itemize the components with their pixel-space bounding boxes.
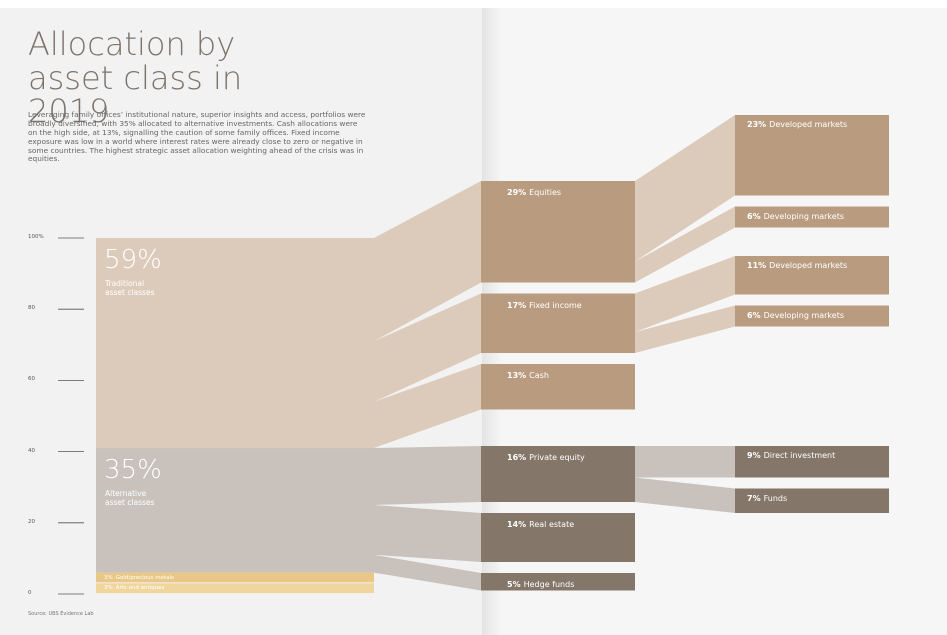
node — [735, 206, 889, 228]
y-tick-label: 60 — [28, 376, 35, 383]
group-value-label: 35% — [104, 455, 162, 486]
node-value-label: 23% — [747, 120, 767, 129]
link — [635, 446, 735, 478]
node-name: Real estate — [529, 520, 575, 529]
y-tick-label: 40 — [28, 447, 35, 454]
node-value-label: 7% — [747, 493, 761, 503]
node-name: Developed markets — [769, 261, 848, 270]
node — [735, 115, 889, 196]
node — [735, 446, 889, 478]
node-value-label: 13% — [507, 371, 527, 380]
bar-segment — [96, 572, 374, 583]
group-name: Traditional asset classes — [105, 279, 155, 297]
group-value-label: 59% — [104, 245, 162, 275]
node — [481, 446, 635, 502]
node-name: Private equity — [529, 453, 585, 462]
bar-segment — [96, 448, 374, 573]
node — [481, 364, 635, 410]
node-name: Direct investment — [763, 451, 836, 460]
y-tick-label: 80 — [28, 305, 35, 312]
node-label: 5% Hedge funds — [507, 580, 574, 589]
node-label: 6% Developing markets — [747, 311, 844, 320]
bar-segment — [96, 238, 374, 449]
node — [735, 488, 889, 513]
bar-label: 3% Arts and antiques — [104, 585, 164, 591]
source: Source: UBS Evidence Lab — [28, 611, 94, 617]
link — [635, 477, 735, 513]
node-value-label: 6% — [747, 310, 761, 320]
link — [635, 305, 735, 353]
name: Gold/precious metals — [115, 574, 174, 581]
title: Allocation by asset class in 2019 — [28, 25, 243, 131]
node-name: Developing markets — [763, 211, 844, 221]
link — [374, 505, 481, 562]
node — [481, 181, 635, 283]
node-value-label: 17% — [507, 300, 527, 310]
node-label: 17% Fixed income — [507, 301, 582, 310]
node-name: Developing markets — [763, 310, 844, 320]
node-label: 14% Real estate — [507, 520, 574, 529]
subtitle: Leveraging family offices’ institutional… — [28, 110, 366, 164]
link — [374, 364, 481, 449]
node-label: 6% Developing markets — [747, 212, 844, 221]
node-name: Fixed income — [529, 300, 582, 310]
link — [374, 181, 481, 342]
node-label: 13% Cash — [507, 371, 549, 380]
node — [481, 513, 635, 562]
bar-label: 3% Gold/precious metals — [104, 575, 174, 581]
node-value-label: 6% — [747, 211, 761, 221]
name: Arts and antiques — [115, 585, 165, 592]
node-label: 16% Private equity — [507, 453, 585, 462]
link — [374, 554, 481, 591]
node-value-label: 5% — [507, 580, 521, 589]
node-name: Hedge funds — [523, 580, 575, 589]
link — [635, 256, 735, 332]
link — [374, 293, 481, 402]
node-value-label: 11% — [747, 261, 767, 270]
group-name: Alternative asset classes — [105, 489, 155, 507]
node-label: 23% Developed markets — [747, 120, 847, 129]
node — [481, 573, 635, 591]
value-label: 3% — [104, 574, 113, 581]
y-tick-label: 100% — [28, 234, 44, 240]
node-label: 29% Equities — [507, 188, 561, 197]
node-value-label: 9% — [747, 451, 761, 460]
bar-segment — [96, 583, 374, 593]
node-name: Cash — [529, 371, 549, 380]
node-name: Funds — [763, 493, 788, 503]
node-label: 11% Developed markets — [747, 261, 847, 270]
node-value-label: 16% — [507, 453, 527, 462]
y-tick-label: 0 — [28, 590, 32, 596]
node — [735, 305, 889, 327]
node-label: 7% Funds — [747, 494, 787, 503]
link — [635, 115, 735, 262]
node — [735, 256, 889, 295]
link — [374, 446, 481, 505]
node — [481, 293, 635, 353]
link — [635, 206, 735, 283]
node-name: Developed markets — [769, 120, 848, 129]
value-label: 3% — [104, 585, 113, 592]
node-value-label: 14% — [507, 520, 527, 529]
y-tick-label: 20 — [28, 518, 35, 525]
node-value-label: 29% — [507, 188, 527, 197]
node-name: Equities — [529, 188, 562, 197]
node-label: 9% Direct investment — [747, 451, 835, 460]
